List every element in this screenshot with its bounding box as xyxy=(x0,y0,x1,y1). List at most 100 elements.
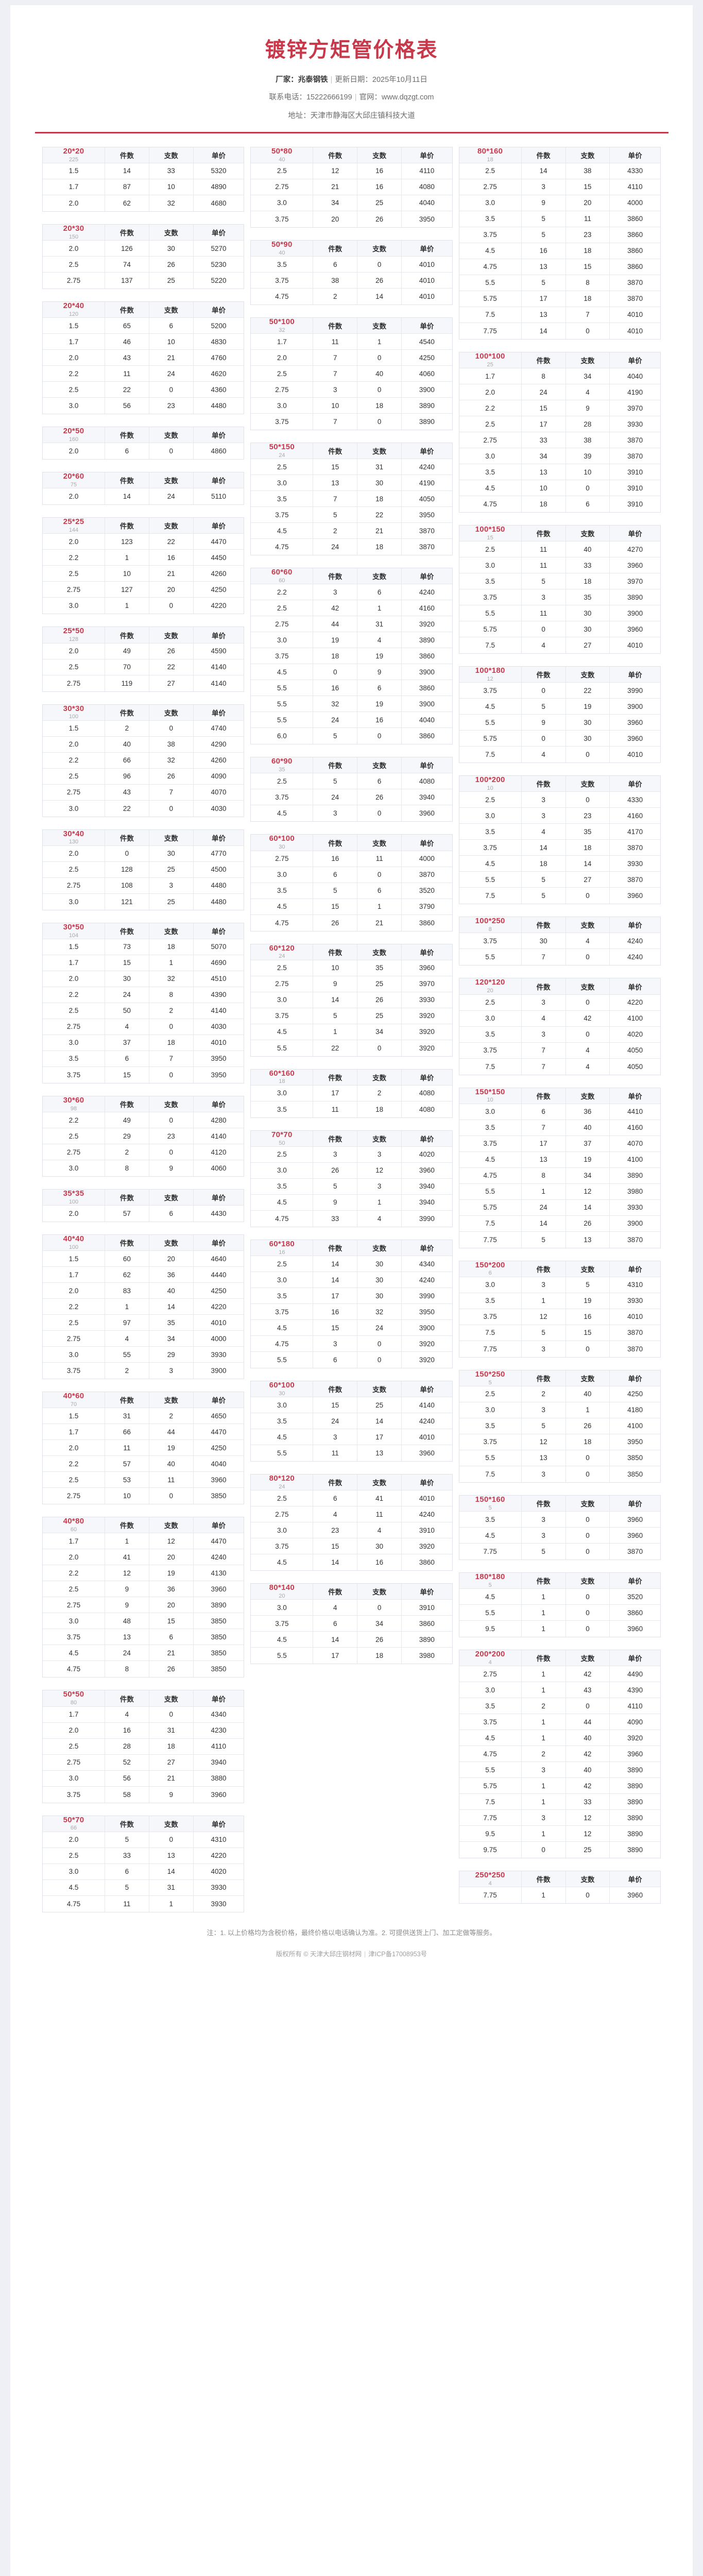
price-value: 3900 xyxy=(610,1216,660,1232)
column-2: 50*80 40 件数 支数 单价 2.5 12 16 4110 2.75 21 16 4080 3.0 3… xyxy=(250,146,453,1665)
jianshu-value: 3 xyxy=(521,1512,566,1528)
table-header-row: 25*25 144 件数 支数 单价 xyxy=(43,518,244,534)
table-row: 7.75 5 13 3870 xyxy=(459,1231,660,1248)
table-row: 4.5 9 1 3940 xyxy=(251,1194,452,1211)
jianshu-value: 13 xyxy=(521,1151,566,1168)
zhishu-value: 0 xyxy=(149,1706,194,1723)
column-header-zhishu: 支数 xyxy=(149,1517,194,1534)
zhishu-value: 37 xyxy=(565,1136,610,1152)
zhishu-value: 11 xyxy=(357,1506,402,1523)
zhishu-value: 18 xyxy=(149,1738,194,1755)
column-header-zhishu: 支数 xyxy=(565,1573,610,1589)
thickness-value: 2.75 xyxy=(459,179,522,195)
zhishu-value: 0 xyxy=(565,792,610,808)
thickness-value: 2.5 xyxy=(43,1581,105,1598)
price-value: 4470 xyxy=(193,1424,244,1440)
zhishu-value: 12 xyxy=(149,1533,194,1550)
jianshu-value: 2 xyxy=(105,1144,149,1161)
price-value: 4430 xyxy=(211,1210,227,1218)
jianshu-value: 34 xyxy=(313,195,358,211)
column-header-jianshu: 件数 xyxy=(521,667,566,683)
jianshu-value: 1 xyxy=(521,1589,566,1605)
spec-size-label: 100*250 xyxy=(475,917,505,926)
jianshu-value: 5 xyxy=(313,728,358,744)
column-header-jianshu: 件数 xyxy=(313,757,358,774)
zhishu-value: 34 xyxy=(357,1024,402,1040)
price-value: 3870 xyxy=(627,1345,643,1353)
table-row: 3.0 15 25 4140 xyxy=(251,1397,452,1414)
spec-header-cell: 80*140 20 xyxy=(251,1583,314,1600)
jianshu-value: 11 xyxy=(105,1895,149,1912)
thickness-value: 3.75 xyxy=(43,1786,105,1803)
column-header-danjia: 单价 xyxy=(610,1495,660,1512)
spec-size-label: 120*120 xyxy=(475,978,505,987)
table-row: 7.5 3 0 3850 xyxy=(459,1466,660,1482)
spec-header-cell: 50*100 32 xyxy=(251,317,314,334)
price-value: 4190 xyxy=(610,384,660,401)
address-value: 天津市静海区大邱庄镇科技大道 xyxy=(310,111,415,120)
spec-table: 150*200 6 件数 支数 单价 3.0 3 5 4310 3.5 1 19 3930 3.75 12 1… xyxy=(458,1260,661,1358)
jianshu-value: 28 xyxy=(105,1738,149,1755)
spec-header-cell: 180*180 5 xyxy=(459,1572,522,1589)
price-value: 3910 xyxy=(402,1522,452,1539)
price-value: 4270 xyxy=(610,541,660,558)
spec-table: 30*40 130 件数 支数 单价 2.0 0 30 4770 2.5 128 25 4500 2.75… xyxy=(42,829,245,910)
thickness-value: 5.75 xyxy=(459,731,522,747)
spec-table: 60*120 24 件数 支数 单价 2.5 10 35 3960 2.75 9 25 3970 3.0 1… xyxy=(250,943,453,1057)
jianshu-value: 12 xyxy=(521,1309,566,1325)
spec-header-cell: 20*30 150 xyxy=(43,224,105,241)
spec-header-cell: 25*25 144 xyxy=(43,518,105,534)
thickness-value: 3.75 xyxy=(459,683,522,699)
table-row: 2.75 21 16 4080 xyxy=(251,179,452,195)
zhishu-value: 16 xyxy=(357,712,402,728)
price-value: 3900 xyxy=(610,699,660,715)
jianshu-value: 43 xyxy=(105,350,149,366)
spec-header-cell: 60*100 30 xyxy=(251,1381,314,1398)
zhishu-value: 0 xyxy=(565,1698,610,1715)
spec-count-label: 30 xyxy=(279,844,285,851)
thickness-value: 2.5 xyxy=(43,566,105,582)
thickness-value: 2.0 xyxy=(43,350,105,366)
zhishu-value: 0 xyxy=(565,480,610,497)
thickness-value: 3.0 xyxy=(43,398,105,414)
thickness-value: 2.5 xyxy=(43,1003,105,1019)
table-row: 2.5 14 38 4330 xyxy=(459,163,660,179)
column-header-jianshu: 件数 xyxy=(105,518,149,534)
column-header-zhishu: 支数 xyxy=(357,318,402,334)
table-row: 4.75 26 21 3860 xyxy=(251,914,452,931)
site-label: 官网： xyxy=(359,93,382,101)
zhishu-value: 9 xyxy=(565,400,610,417)
zhishu-value: 0 xyxy=(565,1528,610,1544)
price-value: 4440 xyxy=(193,1267,244,1283)
price-value: 4140 xyxy=(193,1003,244,1019)
thickness-value: 5.5 xyxy=(251,712,314,728)
icp-number[interactable]: 津ICP备17008953号 xyxy=(368,1951,427,1958)
jianshu-value: 7 xyxy=(313,366,358,382)
price-value: 4130 xyxy=(193,1565,244,1582)
zhishu-value: 15 xyxy=(565,259,610,275)
thickness-value: 1.5 xyxy=(43,1251,105,1267)
site-value[interactable]: www.dqzgt.com xyxy=(381,93,434,101)
thickness-value: 4.75 xyxy=(251,289,314,305)
price-value: 4330 xyxy=(610,792,660,808)
table-row: 5.5 6 0 3920 xyxy=(251,1352,452,1368)
table-row: 2.5 28 18 4110 xyxy=(43,1738,244,1755)
spec-header-cell: 200*200 4 xyxy=(459,1650,522,1667)
jianshu-value: 1 xyxy=(105,1299,149,1315)
jianshu-value: 8 xyxy=(105,1661,149,1677)
table-row: 3.0 56 23 4480 xyxy=(43,398,244,414)
spec-size-label: 60*180 xyxy=(269,1239,295,1248)
manufacturer-label: 厂家： xyxy=(276,76,298,84)
spec-table: 20*40 120 件数 支数 单价 1.5 65 6 5200 1.7 46 10 4830 2.0 43… xyxy=(42,301,245,415)
spec-table: 30*50 104 件数 支数 单价 1.5 73 18 5070 1.7 15 1 4690 2.0 30… xyxy=(42,922,245,1083)
column-header-zhishu: 支数 xyxy=(149,472,194,489)
table-header-row: 60*180 16 件数 支数 单价 xyxy=(251,1239,452,1257)
jianshu-value: 128 xyxy=(105,861,149,878)
column-header-jianshu: 件数 xyxy=(105,829,149,846)
table-row: 2.5 29 23 4140 xyxy=(43,1128,244,1145)
thickness-value: 4.5 xyxy=(251,1554,314,1571)
jianshu-value: 3 xyxy=(521,808,566,824)
table-row: 2.75 2 0 4120 xyxy=(43,1144,244,1161)
thickness-value: 3.5 xyxy=(459,1418,522,1434)
thickness-value: 2.5 xyxy=(251,1146,314,1163)
